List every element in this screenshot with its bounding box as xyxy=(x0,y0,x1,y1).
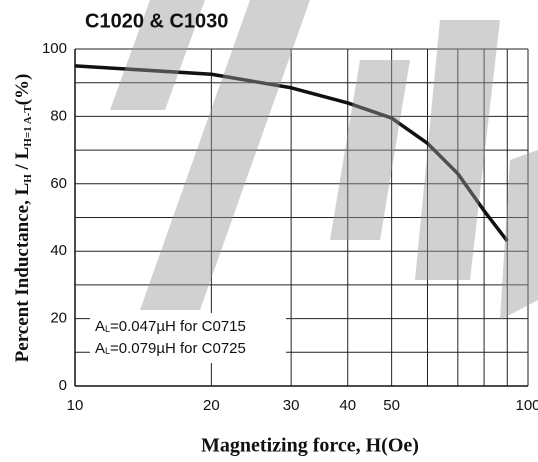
line-series xyxy=(74,64,509,243)
y-tick-label: 40 xyxy=(50,242,67,259)
watermark-shape xyxy=(110,0,205,110)
y-label-subscript: H xyxy=(22,174,34,183)
watermark-shape xyxy=(330,60,410,240)
y-tick-label: 20 xyxy=(50,310,67,327)
annotation-part: =0.079µH for C0725 xyxy=(110,340,246,357)
y-tick-label: 0 xyxy=(59,377,67,394)
annotation-part: A xyxy=(95,340,105,357)
y-label-part: / L xyxy=(12,147,33,174)
y-tick-label: 60 xyxy=(50,175,67,192)
x-tick-label: 40 xyxy=(339,397,356,414)
y-tick-label: 80 xyxy=(50,107,67,124)
x-tick-label: 50 xyxy=(383,397,400,414)
y-label-part: Percent Inductance, L xyxy=(12,183,33,363)
x-axis-label: Magnetizing force, H(Oe) xyxy=(201,435,419,457)
chart-title: C1020 & C1030 xyxy=(85,10,228,32)
watermark xyxy=(110,0,538,320)
annotation: AL=0.079µH for C0725 xyxy=(95,340,246,357)
y-label-subscript: H=1 A-T xyxy=(22,105,34,147)
watermark-shape xyxy=(415,20,500,280)
annotation: AL=0.047µH for C0715 xyxy=(95,318,246,335)
watermark-shape xyxy=(140,0,310,310)
annotation-part: A xyxy=(95,318,105,335)
annotation-background xyxy=(90,313,286,363)
x-tick-label: 100 xyxy=(515,397,538,414)
annotation-part: =0.047µH for C0715 xyxy=(110,318,246,335)
y-label-part: (%) xyxy=(12,74,33,106)
watermark-shape xyxy=(500,150,538,320)
annotation-subscript: L xyxy=(105,346,110,356)
x-tick-label: 30 xyxy=(283,397,300,414)
x-tick-label: 20 xyxy=(203,397,220,414)
x-tick-label: 10 xyxy=(67,397,84,414)
y-axis-label: Percent Inductance, LH / LH=1 A-T(%) xyxy=(12,74,33,363)
y-tick-label: 100 xyxy=(42,40,67,57)
annotation-subscript: L xyxy=(105,324,110,334)
